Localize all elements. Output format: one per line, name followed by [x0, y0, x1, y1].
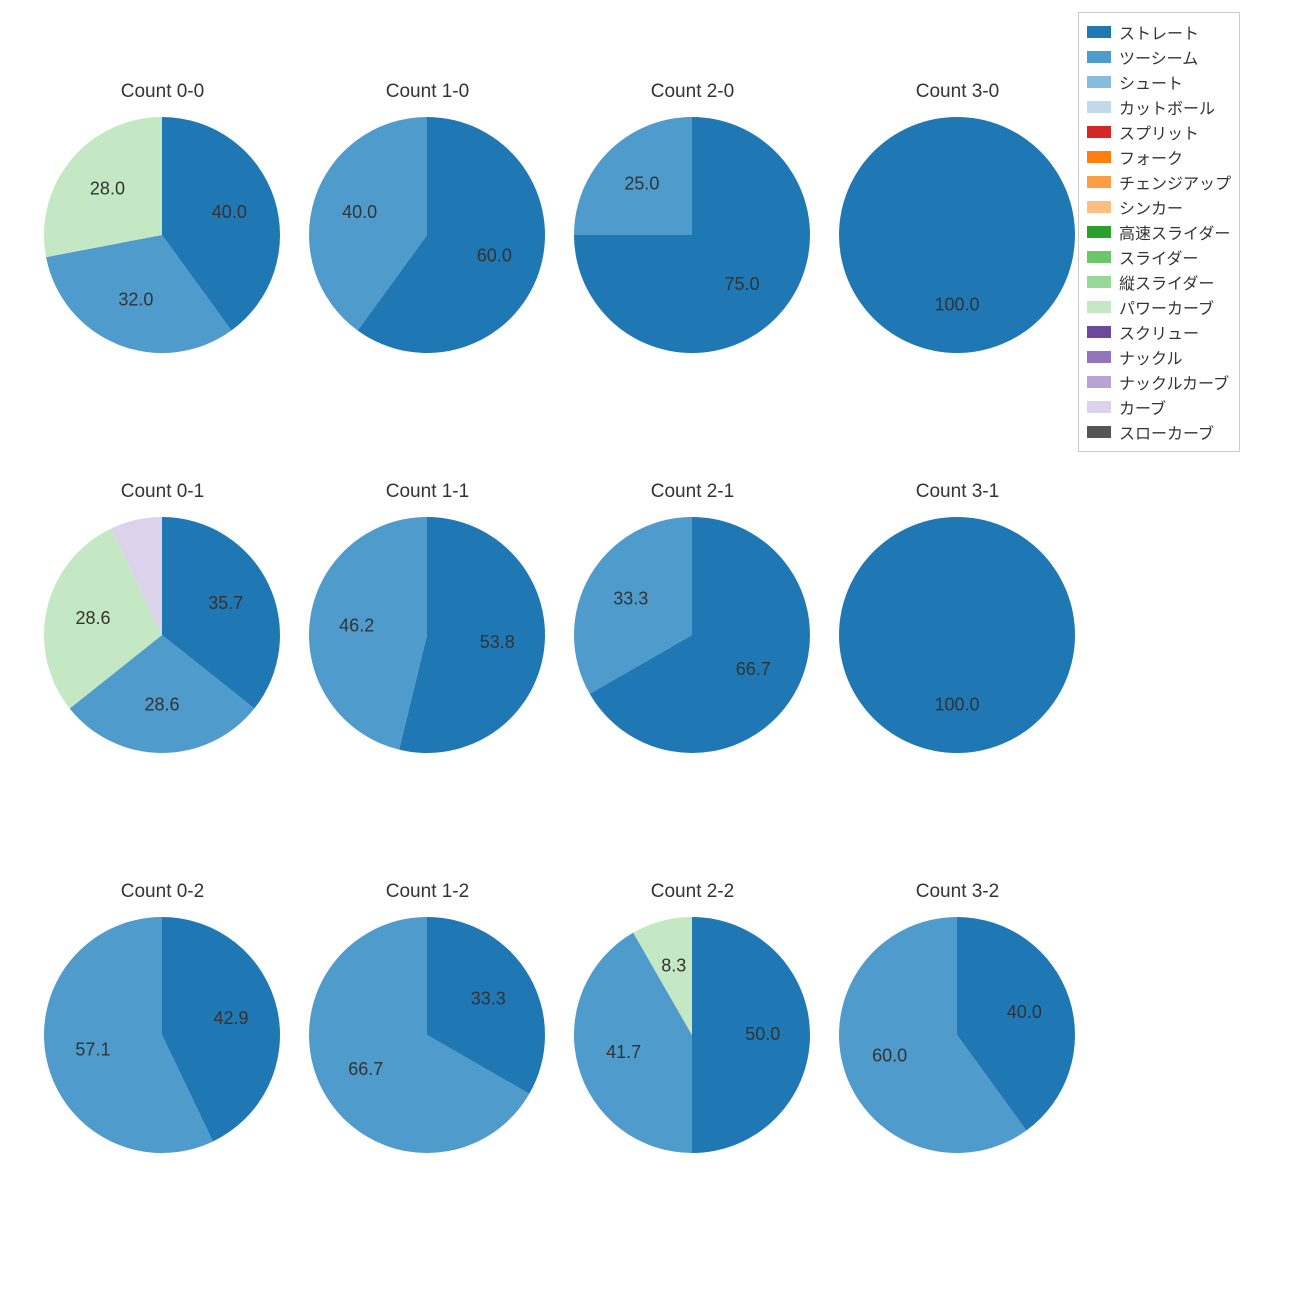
legend-swatch	[1087, 251, 1111, 263]
legend: ストレートツーシームシュートカットボールスプリットフォークチェンジアップシンカー…	[1078, 12, 1240, 452]
pie-slice-label: 53.8	[480, 632, 515, 652]
legend-label: パワーカーブ	[1119, 295, 1214, 319]
pie-slice-label: 41.7	[606, 1042, 641, 1062]
legend-item: スクリュー	[1087, 320, 1231, 344]
pie-slice-label: 40.0	[1007, 1002, 1042, 1022]
legend-swatch	[1087, 151, 1111, 163]
legend-item: ナックルカーブ	[1087, 370, 1231, 394]
pie-slice-label: 60.0	[872, 1046, 907, 1066]
pie-slice-label: 28.0	[90, 179, 125, 199]
legend-label: ナックル	[1119, 345, 1183, 369]
legend-item: シンカー	[1087, 195, 1231, 219]
pie-slice-label: 60.0	[477, 246, 512, 266]
chart-grid: Count 0-040.032.028.0Count 1-060.040.0Co…	[0, 0, 1300, 1300]
legend-label: ツーシーム	[1119, 45, 1198, 69]
legend-swatch	[1087, 326, 1111, 338]
pie-chart: Count 1-153.846.2	[295, 460, 560, 860]
pie-slice-label: 66.7	[736, 659, 771, 679]
legend-swatch	[1087, 301, 1111, 313]
pie-chart: Count 0-242.957.1	[30, 860, 295, 1260]
pie-slice-label: 57.1	[75, 1039, 110, 1059]
pie-chart: Count 3-240.060.0	[825, 860, 1090, 1260]
pie-slice-label: 35.7	[208, 593, 243, 613]
legend-item: 縦スライダー	[1087, 270, 1231, 294]
legend-swatch	[1087, 51, 1111, 63]
pie-chart: Count 0-135.728.628.6	[30, 460, 295, 860]
pie-slice	[839, 517, 1075, 753]
legend-label: チェンジアップ	[1119, 170, 1231, 194]
legend-item: 高速スライダー	[1087, 220, 1231, 244]
legend-label: スクリュー	[1119, 320, 1199, 344]
legend-label: ストレート	[1119, 20, 1199, 44]
legend-swatch	[1087, 126, 1111, 138]
legend-item: パワーカーブ	[1087, 295, 1231, 319]
legend-swatch	[1087, 76, 1111, 88]
legend-item: スライダー	[1087, 245, 1231, 269]
pie-slice-label: 100.0	[934, 295, 979, 315]
legend-label: シュート	[1119, 70, 1183, 94]
legend-item: カーブ	[1087, 395, 1231, 419]
legend-item: ストレート	[1087, 20, 1231, 44]
pie-slice-label: 66.7	[348, 1059, 383, 1079]
legend-swatch	[1087, 226, 1111, 238]
legend-swatch	[1087, 351, 1111, 363]
legend-label: ナックルカーブ	[1119, 370, 1229, 394]
legend-item: スローカーブ	[1087, 420, 1231, 444]
legend-label: 縦スライダー	[1119, 270, 1214, 294]
legend-label: 高速スライダー	[1119, 220, 1230, 244]
pie-slice-label: 100.0	[934, 695, 979, 715]
pie-slice-label: 46.2	[339, 615, 374, 635]
pie-chart: Count 3-0100.0	[825, 60, 1090, 460]
pie-slice-label: 75.0	[725, 274, 760, 294]
legend-item: フォーク	[1087, 145, 1231, 169]
pie-chart: Count 2-166.733.3	[560, 460, 825, 860]
pie-slice-label: 32.0	[118, 290, 153, 310]
pie-chart: Count 0-040.032.028.0	[30, 60, 295, 460]
legend-swatch	[1087, 276, 1111, 288]
legend-item: スプリット	[1087, 120, 1231, 144]
legend-swatch	[1087, 426, 1111, 438]
legend-label: フォーク	[1119, 145, 1183, 169]
legend-swatch	[1087, 26, 1111, 38]
pie-chart: Count 2-250.041.78.3	[560, 860, 825, 1260]
legend-swatch	[1087, 176, 1111, 188]
pie-slice-label: 33.3	[471, 988, 506, 1008]
pie-slice-label: 8.3	[661, 955, 686, 975]
legend-swatch	[1087, 101, 1111, 113]
legend-label: スプリット	[1119, 120, 1199, 144]
pie-slice-label: 40.0	[342, 202, 377, 222]
legend-swatch	[1087, 376, 1111, 388]
legend-swatch	[1087, 401, 1111, 413]
pie-slice-label: 40.0	[212, 202, 247, 222]
pie-chart: Count 2-075.025.0	[560, 60, 825, 460]
legend-label: スローカーブ	[1119, 420, 1214, 444]
pie-chart: Count 3-1100.0	[825, 460, 1090, 860]
pie-slice-label: 42.9	[214, 1008, 249, 1028]
pie-slice-label: 28.6	[75, 608, 110, 628]
pie-slice-label: 25.0	[624, 174, 659, 194]
legend-item: シュート	[1087, 70, 1231, 94]
pie-slice-label: 33.3	[613, 588, 648, 608]
legend-item: ツーシーム	[1087, 45, 1231, 69]
pie-chart: Count 1-060.040.0	[295, 60, 560, 460]
legend-label: シンカー	[1119, 195, 1183, 219]
legend-item: カットボール	[1087, 95, 1231, 119]
legend-label: カットボール	[1119, 95, 1215, 119]
pie-slice	[839, 117, 1075, 353]
pie-chart: Count 1-233.366.7	[295, 860, 560, 1260]
pie-slice-label: 50.0	[745, 1024, 780, 1044]
legend-swatch	[1087, 201, 1111, 213]
pie-slice-label: 28.6	[144, 695, 179, 715]
legend-item: チェンジアップ	[1087, 170, 1231, 194]
legend-label: スライダー	[1119, 245, 1198, 269]
legend-item: ナックル	[1087, 345, 1231, 369]
legend-label: カーブ	[1119, 395, 1166, 419]
